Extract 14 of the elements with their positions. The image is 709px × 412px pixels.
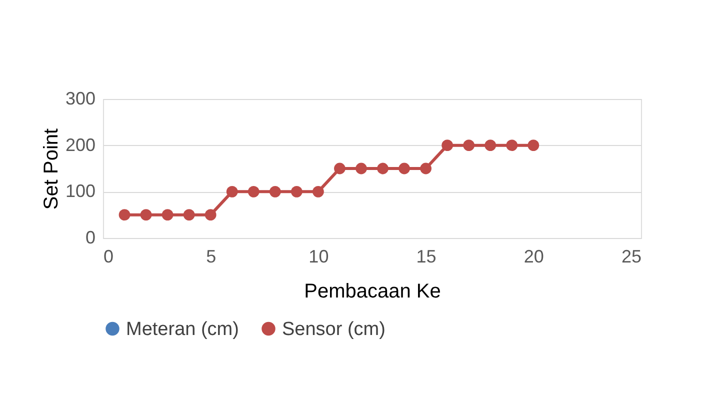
y-tick-label: 0 <box>85 228 96 248</box>
legend-label: Meteran (cm) <box>126 318 239 340</box>
y-axis-title: Set Point <box>40 128 62 210</box>
x-axis-title: Pembacaan Ke <box>304 280 441 302</box>
x-tick-label: 20 <box>524 246 544 266</box>
x-tick-label: 25 <box>621 246 642 266</box>
x-tick-label: 5 <box>206 246 216 266</box>
y-tick-label: 300 <box>65 88 96 108</box>
x-tick-label: 15 <box>416 246 436 266</box>
x-tick-label: 10 <box>308 246 329 266</box>
legend-label: Sensor (cm) <box>282 318 386 340</box>
y-tick-label: 100 <box>65 181 96 202</box>
y-tick-label: 200 <box>65 134 96 155</box>
x-tick-label: 0 <box>104 246 114 266</box>
